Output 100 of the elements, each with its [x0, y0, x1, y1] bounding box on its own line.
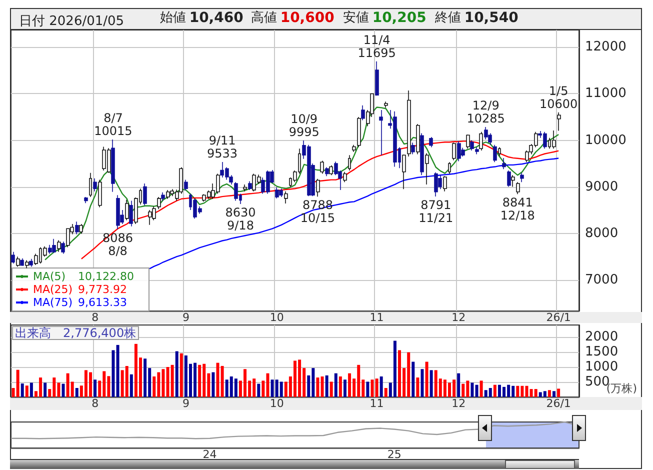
candlestick — [316, 178, 320, 198]
annotation: 11/4 11695 — [358, 32, 396, 60]
bar — [212, 372, 215, 397]
bar — [280, 382, 283, 397]
bar — [330, 382, 333, 397]
bar — [557, 388, 560, 397]
x-tick-label: 8 — [92, 397, 99, 410]
candlestick — [384, 101, 388, 108]
candlestick — [166, 190, 170, 200]
annotation: 8791 11/21 — [418, 198, 454, 226]
candlestick — [466, 134, 470, 150]
text: 安値 10,205 — [343, 10, 426, 26]
bar — [220, 366, 224, 397]
candlestick — [507, 170, 511, 188]
candlestick — [57, 240, 61, 252]
candlestick — [498, 146, 501, 156]
text: 始値 10,460 — [160, 10, 244, 26]
x-tick-label: 9 — [182, 311, 190, 324]
bar — [198, 364, 202, 397]
text: 高値 10,600 — [251, 10, 335, 26]
candlestick — [479, 131, 483, 151]
bar — [475, 384, 478, 397]
bar — [75, 388, 78, 397]
candlestick — [116, 194, 120, 230]
bar — [325, 375, 328, 397]
candlestick — [93, 178, 97, 192]
line-series — [148, 158, 560, 270]
annotation: 10/9 9995 — [288, 112, 320, 139]
candlestick — [343, 171, 347, 183]
candlestick — [516, 182, 520, 195]
x-tick-label: 26/1 — [546, 311, 571, 324]
bar — [384, 388, 388, 397]
candlestick — [329, 164, 333, 176]
candlestick — [320, 160, 324, 174]
candlestick — [325, 166, 329, 176]
bar — [112, 350, 115, 397]
candlestick — [443, 176, 447, 192]
bar — [343, 380, 346, 397]
candlestick — [52, 238, 56, 254]
candlestick — [520, 172, 524, 183]
candlestick — [125, 199, 129, 221]
y-tick-label: 1500 — [585, 344, 618, 360]
candlestick — [66, 228, 70, 248]
bar — [380, 376, 383, 397]
candlestick — [411, 142, 415, 155]
bar — [316, 378, 320, 397]
bar — [170, 364, 174, 397]
bar — [152, 376, 156, 397]
bar — [375, 378, 378, 397]
bar — [116, 344, 120, 397]
candlestick — [502, 158, 506, 170]
bar — [516, 386, 520, 397]
bar — [425, 362, 428, 397]
candlestick — [234, 182, 238, 202]
legend-label: MA(75) — [33, 296, 73, 309]
bar — [234, 378, 238, 397]
x-tick-label: 11 — [370, 311, 384, 324]
bar — [30, 382, 33, 397]
bar — [457, 373, 460, 397]
y-tick-label: 1000 — [585, 360, 618, 374]
annotation: 10,122.80 — [78, 270, 134, 283]
candlestick — [284, 191, 288, 204]
chart-title: 日付 2026/01/05 — [19, 14, 124, 29]
candlestick — [429, 136, 433, 148]
y-tick-label: 10000 — [585, 132, 626, 148]
y-tick-label: 7000 — [585, 272, 618, 288]
candlestick — [416, 124, 420, 155]
candlestick — [61, 241, 65, 254]
bar — [552, 391, 556, 397]
candlestick — [98, 179, 102, 208]
x-tick-label: 12 — [452, 311, 466, 324]
bar — [470, 382, 474, 397]
candlestick — [348, 154, 351, 171]
candlestick — [29, 258, 33, 268]
candlestick — [75, 221, 79, 235]
annotation: 8630 9/18 — [225, 205, 256, 232]
annotation: 9,773.92 — [78, 283, 127, 296]
candlestick — [275, 186, 279, 199]
candlestick — [425, 152, 429, 185]
candlestick — [493, 144, 497, 163]
x-tick-label: 26/1 — [546, 397, 571, 410]
bar — [348, 373, 352, 397]
annotation: 8788 10/15 — [300, 198, 336, 226]
bar — [366, 382, 370, 397]
candlestick — [375, 61, 379, 96]
bar — [548, 390, 551, 397]
candlestick — [452, 142, 456, 161]
candlestick — [402, 154, 406, 190]
x-tick-label: 24 — [202, 448, 217, 461]
y-tick-label: 11000 — [585, 86, 626, 102]
y-tick-label: 9000 — [585, 179, 618, 194]
candlestick — [475, 146, 479, 155]
bar — [370, 380, 374, 397]
x-tick-label: 9 — [182, 397, 190, 410]
bar — [25, 386, 28, 397]
annotation: 8841 12/18 — [500, 196, 535, 223]
bar — [125, 366, 128, 397]
chart-title: 出来高 2,776,400株 — [15, 326, 136, 340]
annotation: 9,613.33 — [78, 296, 127, 309]
candlestick — [434, 172, 438, 197]
